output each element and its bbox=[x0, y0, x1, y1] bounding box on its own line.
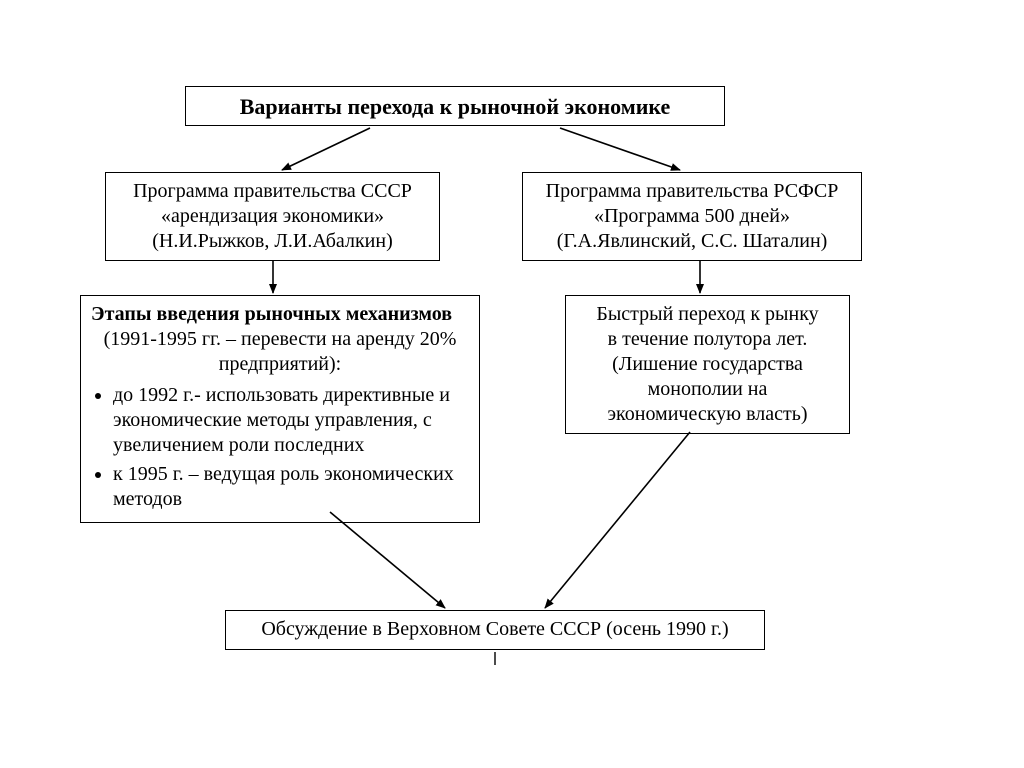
left-detail-subheading: (1991-1995 гг. – перевести на аренду 20%… bbox=[91, 327, 469, 377]
arrow-left-to-bottom bbox=[330, 512, 445, 608]
left-program-line1: Программа правительства СССР bbox=[116, 179, 429, 204]
right-detail-line1: Быстрый переход к рынку bbox=[576, 302, 839, 327]
title-text: Варианты перехода к рыночной экономике bbox=[240, 94, 671, 119]
right-program-line2: «Программа 500 дней» bbox=[533, 204, 851, 229]
left-detail-box: Этапы введения рыночных механизмов (1991… bbox=[80, 295, 480, 523]
right-program-box: Программа правительства РСФСР «Программа… bbox=[522, 172, 862, 261]
bottom-text: Обсуждение в Верховном Совете СССР (осен… bbox=[261, 618, 728, 640]
left-program-line3: (Н.И.Рыжков, Л.И.Абалкин) bbox=[116, 229, 429, 254]
right-program-line3: (Г.А.Явлинский, С.С. Шаталин) bbox=[533, 229, 851, 254]
right-detail-line4: монополии на bbox=[576, 377, 839, 402]
right-detail-line2: в течение полутора лет. bbox=[576, 327, 839, 352]
diagram-stage: Варианты перехода к рыночной экономике П… bbox=[0, 0, 1024, 768]
right-program-line1: Программа правительства РСФСР bbox=[533, 179, 851, 204]
right-detail-line5: экономическую власть) bbox=[576, 402, 839, 427]
left-program-line2: «арендизация экономики» bbox=[116, 204, 429, 229]
bottom-box: Обсуждение в Верховном Совете СССР (осен… bbox=[225, 610, 765, 650]
arrow-right-to-bottom bbox=[545, 432, 690, 608]
title-box: Варианты перехода к рыночной экономике bbox=[185, 86, 725, 126]
arrow-title-left bbox=[282, 128, 370, 170]
arrow-title-right bbox=[560, 128, 680, 170]
right-detail-line3: (Лишение государства bbox=[576, 352, 839, 377]
left-detail-bullet-1: до 1992 г.- использовать директивные и э… bbox=[113, 383, 469, 458]
left-program-box: Программа правительства СССР «арендизаци… bbox=[105, 172, 440, 261]
left-detail-bullet-2: к 1995 г. – ведущая роль экономических м… bbox=[113, 462, 469, 512]
left-detail-heading: Этапы введения рыночных механизмов bbox=[91, 302, 469, 327]
left-detail-bullets: до 1992 г.- использовать директивные и э… bbox=[91, 383, 469, 512]
right-detail-box: Быстрый переход к рынку в течение полуто… bbox=[565, 295, 850, 434]
